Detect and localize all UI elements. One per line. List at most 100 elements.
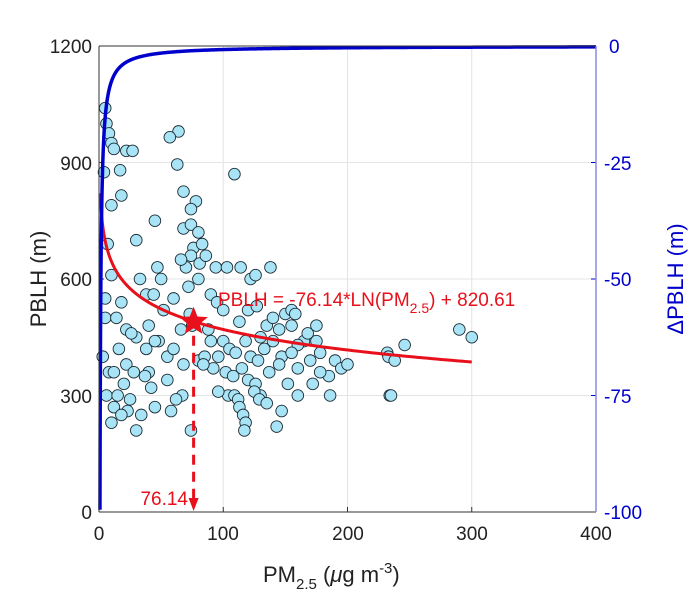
data-point xyxy=(112,342,126,356)
data-point xyxy=(301,327,314,340)
data-point xyxy=(148,400,162,414)
data-point xyxy=(384,389,398,402)
scatter-points xyxy=(96,101,479,437)
x-tick-labels: 0 100 200 300 400 xyxy=(94,524,612,545)
data-point xyxy=(239,334,252,348)
data-point xyxy=(130,233,143,247)
data-point xyxy=(212,385,225,398)
data-point xyxy=(285,319,298,332)
data-point xyxy=(249,268,262,282)
data-point xyxy=(258,342,271,356)
data-point xyxy=(139,342,153,356)
y-tick-label: 300 xyxy=(60,387,92,408)
data-point xyxy=(115,296,128,309)
data-point xyxy=(107,365,121,379)
data-point xyxy=(115,408,128,422)
data-point xyxy=(167,292,180,305)
data-point xyxy=(161,373,174,387)
data-point xyxy=(341,358,354,371)
data-point xyxy=(212,350,225,363)
y2-tick-label: -50 xyxy=(604,270,631,291)
data-point xyxy=(272,323,286,336)
x-label-close: ) xyxy=(392,562,399,587)
y-axis-label: PBLH (m) xyxy=(26,231,51,328)
x-tick-label: 400 xyxy=(580,524,612,545)
data-point xyxy=(138,369,152,383)
fit-equation-label: PBLH = -76.14*LN(PM2.5) + 820.61 xyxy=(218,290,515,316)
data-point xyxy=(111,389,124,402)
data-point xyxy=(226,369,240,383)
data-point xyxy=(216,303,230,317)
data-point xyxy=(105,416,118,429)
x-tick-label: 200 xyxy=(332,524,364,545)
x-tick-label: 0 xyxy=(94,524,105,545)
x-label-sub: 2.5 xyxy=(296,576,317,593)
data-point xyxy=(182,280,195,294)
data-point xyxy=(107,142,121,156)
x-label-open: ( xyxy=(317,562,331,587)
data-point xyxy=(197,358,210,371)
x-tick-label: 100 xyxy=(207,524,239,545)
y2-tick-label: -100 xyxy=(604,503,642,524)
data-point xyxy=(130,424,143,437)
data-point xyxy=(110,311,123,325)
x-label-mu: μ xyxy=(329,562,342,587)
derivative-curve xyxy=(98,45,597,510)
x-label-unit: g m xyxy=(342,562,379,587)
marker-x-label: 76.14 xyxy=(140,489,188,510)
data-point xyxy=(204,334,218,348)
data-point xyxy=(144,381,158,394)
data-point xyxy=(398,338,411,352)
data-point xyxy=(125,327,138,340)
data-point xyxy=(126,144,139,158)
data-point xyxy=(266,311,280,325)
y2-tick-label: 0 xyxy=(609,37,620,58)
data-point xyxy=(142,319,155,332)
data-point xyxy=(465,331,479,344)
data-point xyxy=(262,365,276,379)
data-point xyxy=(270,420,283,433)
data-point xyxy=(192,272,205,286)
y2-tick-label: -25 xyxy=(604,154,631,175)
fit-eq-end: ) + 820.61 xyxy=(429,290,515,311)
data-point xyxy=(209,261,223,274)
data-point xyxy=(151,261,164,274)
data-point xyxy=(272,358,286,371)
marker-arrow-head xyxy=(188,498,199,511)
data-point xyxy=(100,389,113,402)
data-point xyxy=(235,362,249,375)
data-point xyxy=(117,377,131,391)
gridlines xyxy=(98,46,597,512)
data-point xyxy=(323,389,337,402)
x-label-sup: -3 xyxy=(379,560,392,577)
data-point xyxy=(164,404,178,418)
data-point xyxy=(154,272,168,286)
data-point xyxy=(134,408,148,422)
data-point xyxy=(281,377,295,391)
data-point xyxy=(228,167,241,181)
data-point xyxy=(147,288,160,301)
data-point xyxy=(234,261,247,274)
data-point xyxy=(171,158,184,171)
data-point xyxy=(251,354,265,367)
data-point xyxy=(169,393,183,406)
data-point xyxy=(199,249,213,262)
y-tick-label: 600 xyxy=(60,270,92,291)
data-point xyxy=(313,346,327,360)
x-tick-label: 300 xyxy=(456,524,488,545)
data-point xyxy=(291,362,305,375)
data-point xyxy=(174,253,188,266)
data-point xyxy=(303,354,317,367)
data-point xyxy=(264,261,277,274)
y-tick-label: 1200 xyxy=(50,37,92,58)
data-point xyxy=(238,424,251,437)
fit-eq-main: PBLH = -76.14*LN(PM xyxy=(218,290,410,311)
data-point xyxy=(233,315,246,328)
data-point xyxy=(289,307,302,321)
data-point xyxy=(133,272,147,286)
marker-star xyxy=(179,306,208,334)
fit-eq-sub: 2.5 xyxy=(410,300,430,316)
y-tick-labels: 0 300 600 900 1200 xyxy=(50,37,92,524)
data-point xyxy=(115,189,128,202)
